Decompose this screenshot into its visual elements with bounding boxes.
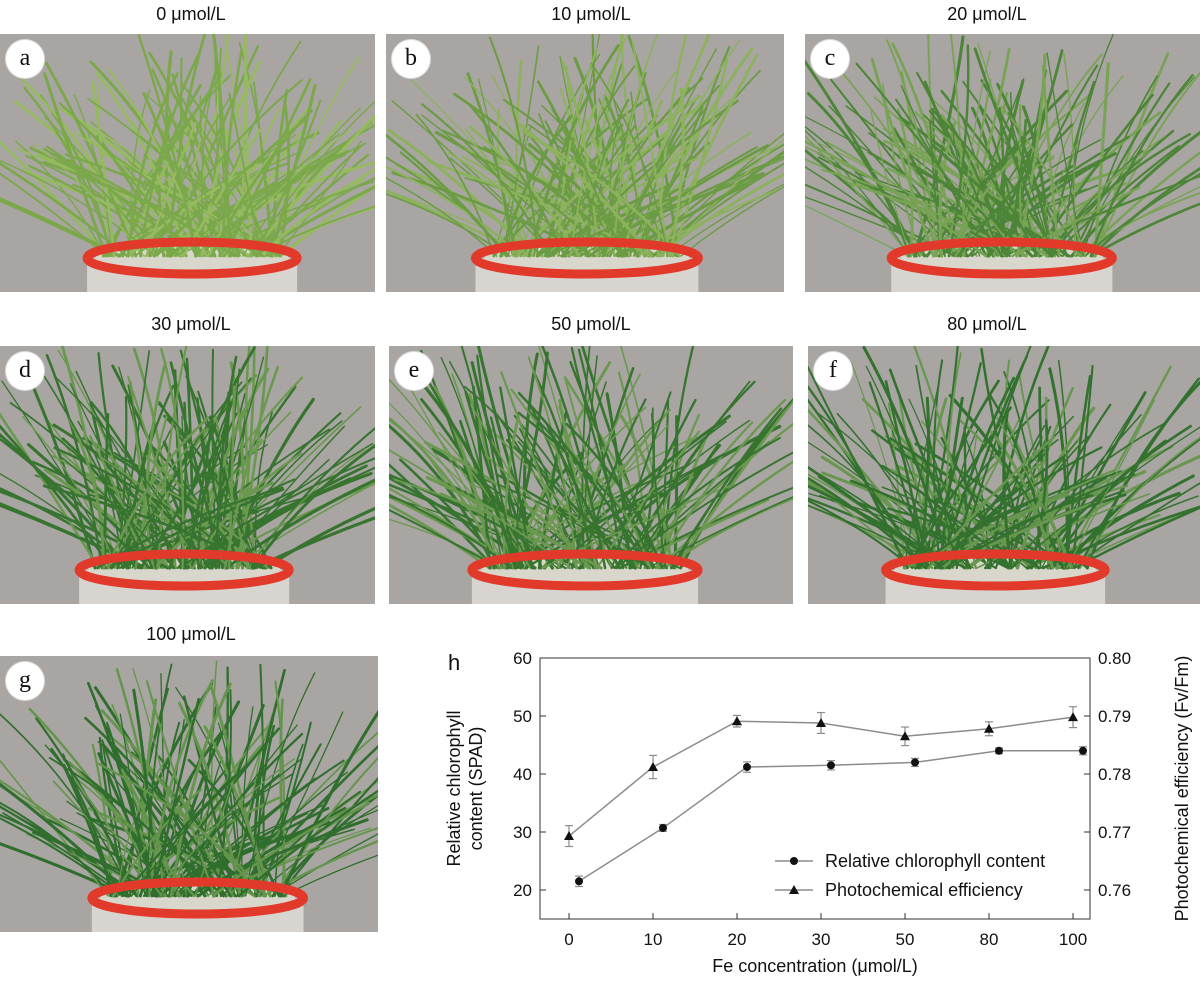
y-left-tick-label: 20 bbox=[513, 881, 532, 900]
plant-photo-g bbox=[0, 656, 378, 932]
caption-a: 0 μmol/L bbox=[156, 4, 226, 24]
x-tick-label: 50 bbox=[896, 930, 915, 949]
y-right-tick-label: 0.80 bbox=[1098, 649, 1131, 668]
caption-b: 10 μmol/L bbox=[551, 4, 631, 24]
legend-marker-1 bbox=[789, 885, 799, 894]
y-right-axis-title: Photochemical efficiency (Fv/Fm) bbox=[1172, 656, 1192, 922]
panel-label-c: c bbox=[811, 40, 849, 78]
y-right-tick-label: 0.78 bbox=[1098, 765, 1131, 784]
photo-panel-b: b bbox=[386, 34, 784, 292]
panel-label-g: g bbox=[6, 662, 44, 700]
grass-blades bbox=[389, 346, 793, 570]
legend: Relative chlorophyll content Photochemica… bbox=[775, 851, 1045, 900]
marker-1-2 bbox=[732, 716, 742, 726]
y-left-tick-label: 40 bbox=[513, 765, 532, 784]
pot-rim bbox=[82, 237, 302, 279]
pot-rim bbox=[74, 549, 294, 591]
panel-label-a: a bbox=[6, 40, 44, 78]
plot-frame bbox=[539, 657, 1091, 920]
y-left-tick-label: 60 bbox=[513, 649, 532, 668]
pot-rim bbox=[467, 549, 703, 591]
legend-marker-0 bbox=[790, 857, 798, 865]
caption-f: 80 μmol/L bbox=[947, 314, 1027, 334]
photo-panel-e: e bbox=[389, 346, 793, 604]
marker-1-4 bbox=[900, 731, 910, 741]
marker-0-2 bbox=[743, 763, 751, 772]
caption-g: 100 μmol/L bbox=[146, 624, 236, 644]
photo-panel-a: a bbox=[0, 34, 375, 292]
x-tick-label: 10 bbox=[644, 930, 663, 949]
y-left-axis-title: Relative chlorophyll content (SPAD) bbox=[444, 710, 486, 866]
legend-label-0: Relative chlorophyll content bbox=[825, 851, 1045, 871]
y-right-tick-label: 0.77 bbox=[1098, 823, 1131, 842]
pot-rim bbox=[881, 549, 1110, 591]
chart-h: h 20 30 40 50 60 0.76 0.77 0.78 0.79 0.80 0 10 20 30 50… bbox=[444, 649, 1192, 976]
y-left-tick-label: 30 bbox=[513, 823, 532, 842]
pot-rim bbox=[886, 237, 1117, 279]
plant-photo-a bbox=[0, 34, 375, 292]
panel-label-h: h bbox=[448, 650, 460, 675]
marker-0-0 bbox=[575, 877, 583, 886]
panel-label-e: e bbox=[395, 352, 433, 390]
caption-d: 30 μmol/L bbox=[151, 314, 231, 334]
marker-0-5 bbox=[995, 746, 1003, 755]
y-left-tick-label: 50 bbox=[513, 707, 532, 726]
photo-panel-d: d bbox=[0, 346, 375, 604]
grass-blades bbox=[805, 34, 1200, 258]
x-tick-label: 100 bbox=[1059, 930, 1087, 949]
marker-1-1 bbox=[648, 762, 658, 772]
marker-1-0 bbox=[564, 831, 574, 841]
plant-photo-e bbox=[389, 346, 793, 604]
pot-rim bbox=[87, 877, 309, 919]
marker-0-3 bbox=[827, 761, 835, 770]
marker-0-4 bbox=[911, 758, 919, 767]
plant-photo-d bbox=[0, 346, 375, 604]
plant-photo-c bbox=[805, 34, 1200, 292]
grass-blades bbox=[386, 34, 784, 258]
marker-0-6 bbox=[1079, 746, 1087, 755]
marker-0-1 bbox=[659, 823, 667, 832]
y-right-tick-label: 0.79 bbox=[1098, 707, 1131, 726]
x-axis-title: Fe concentration (μmol/L) bbox=[712, 956, 917, 976]
photo-panel-f: f bbox=[808, 346, 1200, 604]
panel-label-d: d bbox=[6, 352, 44, 390]
photo-panel-c: c bbox=[805, 34, 1200, 292]
x-tick-label: 20 bbox=[728, 930, 747, 949]
legend-label-1: Photochemical efficiency bbox=[825, 880, 1023, 900]
series-line-1 bbox=[568, 716, 1074, 837]
photo-panel-g: g bbox=[0, 656, 378, 932]
x-tick-label: 0 bbox=[564, 930, 573, 949]
y-right-tick-label: 0.76 bbox=[1098, 881, 1131, 900]
caption-e: 50 μmol/L bbox=[551, 314, 631, 334]
marker-1-6 bbox=[1068, 712, 1078, 722]
x-tick-label: 30 bbox=[812, 930, 831, 949]
marker-1-3 bbox=[816, 717, 826, 727]
marker-1-5 bbox=[984, 723, 994, 733]
x-tick-label: 80 bbox=[980, 930, 999, 949]
panel-label-f: f bbox=[814, 352, 852, 390]
plant-photo-f bbox=[808, 346, 1200, 604]
pot-rim bbox=[471, 237, 703, 279]
panel-label-b: b bbox=[392, 40, 430, 78]
caption-c: 20 μmol/L bbox=[947, 4, 1027, 24]
plant-photo-b bbox=[386, 34, 784, 292]
